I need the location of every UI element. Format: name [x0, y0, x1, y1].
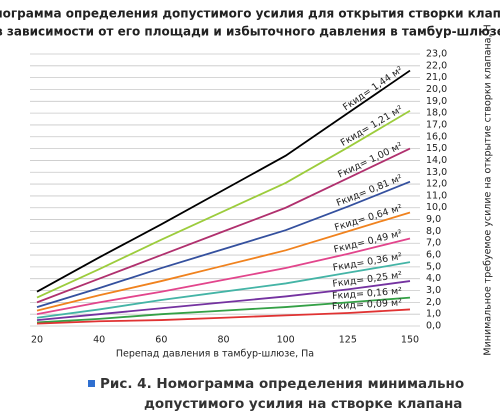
y-tick-label: 16,0 — [426, 131, 447, 142]
line-series — [36, 308, 411, 325]
series-label: Fкид= 0,16 м² — [332, 286, 403, 302]
y-tick-label: 5,0 — [426, 261, 441, 272]
y-tick-label: 6,0 — [426, 250, 441, 261]
y-tick-label: 10,0 — [426, 202, 447, 213]
line-series — [36, 109, 411, 299]
y-axis-label: Минимальное требуемое усилие на открытие… — [483, 24, 494, 355]
y-tick-label: 2,0 — [426, 297, 441, 308]
line-series — [36, 237, 411, 316]
y-tick-label: 0,0 — [426, 321, 441, 332]
caption: Рис. 4. Номограмма определения минимальн… — [100, 376, 464, 392]
x-tick-label: 20 — [31, 335, 43, 346]
y-tick-label: 9,0 — [426, 214, 441, 225]
y-tick-label: 13,0 — [426, 167, 447, 178]
y-tick-label: 18,0 — [426, 108, 447, 119]
line-series — [36, 69, 411, 293]
y-tick-label: 19,0 — [426, 96, 447, 107]
y-tick-label: 3,0 — [426, 285, 441, 296]
line-series — [36, 261, 411, 319]
line-series — [36, 180, 411, 308]
y-tick-label: 11,0 — [426, 190, 447, 201]
line-series — [36, 296, 411, 324]
caption: допустимого усилия на створке клапана — [144, 396, 462, 412]
y-tick-label: 4,0 — [426, 273, 441, 284]
y-tick-label: 17,0 — [426, 119, 447, 130]
x-tick-label: 125 — [339, 335, 357, 346]
x-tick-label: 150 — [401, 335, 419, 346]
x-tick-label: 100 — [277, 335, 295, 346]
y-tick-label: 20,0 — [426, 84, 447, 95]
line-series — [36, 280, 411, 321]
x-axis-label: Перепад давления в тамбур-шлюзе, Па — [116, 349, 314, 360]
line-series — [36, 147, 411, 304]
caption-marker — [88, 380, 95, 387]
y-tick-label: 14,0 — [426, 155, 447, 166]
y-tick-label: 15,0 — [426, 143, 447, 154]
y-tick-label: 12,0 — [426, 179, 447, 190]
y-tick-label: 22,0 — [426, 60, 447, 71]
chart-title: в зависимости от его площади и избыточно… — [0, 25, 500, 39]
y-tick-label: 21,0 — [426, 72, 447, 83]
chart-title: Номограмма определения допустимого усили… — [0, 7, 500, 21]
x-tick-label: 80 — [217, 335, 229, 346]
x-tick-label: 40 — [93, 335, 105, 346]
y-tick-label: 7,0 — [426, 238, 441, 249]
y-tick-label: 1,0 — [426, 309, 441, 320]
series-label: Fкид= 0,09 м² — [332, 297, 403, 312]
y-tick-label: 8,0 — [426, 226, 441, 237]
x-tick-label: 60 — [155, 335, 167, 346]
line-series — [36, 211, 411, 312]
y-tick-label: 23,0 — [426, 49, 447, 60]
